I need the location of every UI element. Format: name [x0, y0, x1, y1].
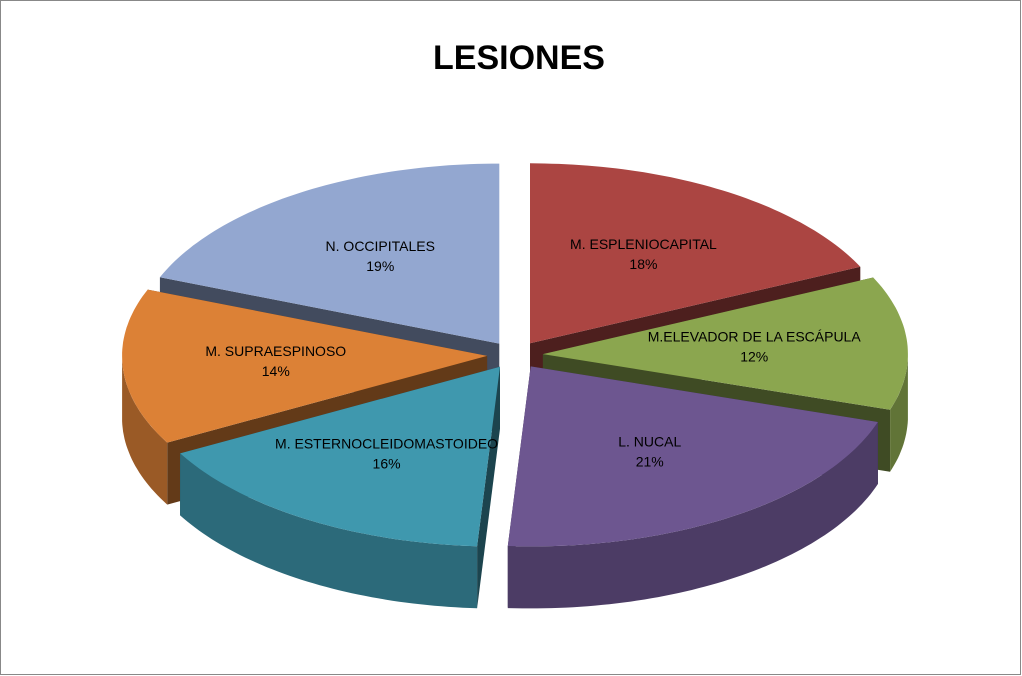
slice-top [530, 163, 861, 344]
slice-value-label: 14% [262, 363, 290, 379]
slice-label: M. ESTERNOCLEIDOMASTOIDEO [275, 436, 498, 452]
slice [180, 366, 500, 609]
slice-label: L. NUCAL [618, 433, 681, 449]
slice-top [180, 366, 500, 547]
slice-top [122, 289, 488, 443]
slice-side [890, 354, 908, 472]
chart-title: LESIONES [433, 39, 605, 77]
slice-value-label: 18% [629, 256, 657, 272]
slice-label: M. ESPLENIOCAPITAL [570, 236, 717, 252]
slice-value-label: 19% [366, 258, 394, 274]
slice-side [507, 422, 878, 609]
slice-label: N. OCCIPITALES [326, 238, 435, 254]
slice-top [159, 163, 500, 344]
slice-side [122, 355, 168, 505]
slice-value-label: 12% [740, 348, 768, 364]
slice-side [180, 453, 478, 609]
slice [507, 366, 878, 609]
slice-label: M.ELEVADOR DE LA ESCÁPULA [648, 328, 862, 344]
slice-top [507, 366, 878, 547]
slice-label: M. SUPRAESPINOSO [205, 343, 346, 359]
slice-top [542, 277, 908, 410]
slice-value-label: 16% [373, 456, 401, 472]
slice-value-label: 21% [636, 453, 664, 469]
